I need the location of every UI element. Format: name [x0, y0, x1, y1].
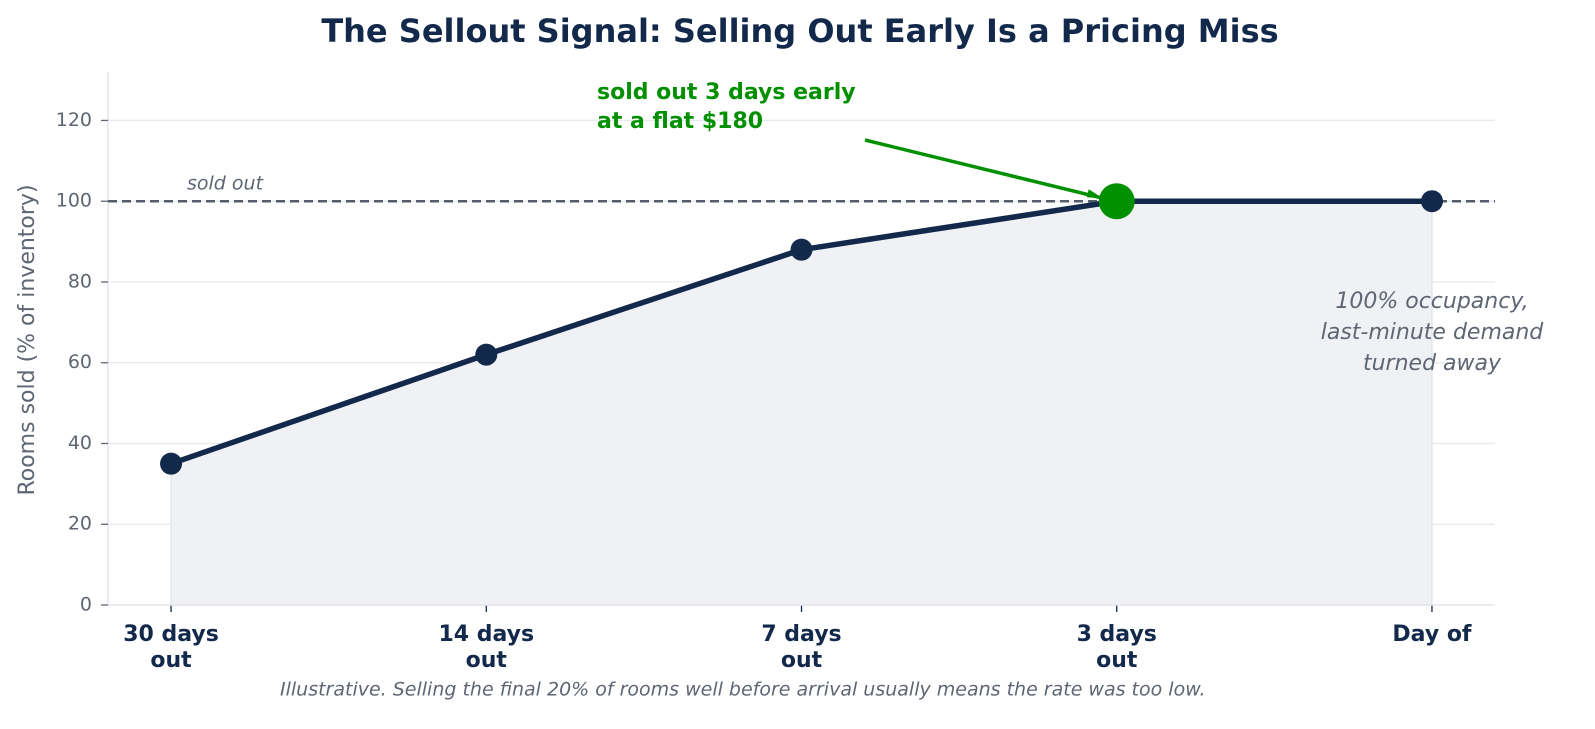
highlight-point	[1098, 183, 1135, 220]
y-tick-label: 60	[68, 351, 92, 373]
point	[790, 238, 813, 261]
y-tick-label: 80	[68, 270, 92, 292]
annotation: 100% occupancy, last-minute demand turned …	[1321, 289, 1545, 376]
point	[1420, 190, 1443, 213]
y-tick-label: 100	[56, 190, 92, 212]
x-tick-label: 7 days out	[761, 622, 841, 673]
annotation: sold out 3 days early at a flat $180	[597, 80, 856, 134]
y-tick-label: 0	[80, 594, 92, 616]
point	[160, 452, 183, 475]
footnote: Illustrative. Selling the final 20% of r…	[280, 679, 1206, 701]
x-tick-label: 3 days out	[1077, 622, 1157, 673]
chart-title: The Sellout Signal: Selling Out Early Is…	[321, 12, 1278, 50]
y-axis-label: Rooms sold (% of inventory)	[15, 184, 40, 495]
arrow-head	[1086, 189, 1103, 199]
x-tick-label: 14 days out	[438, 622, 534, 673]
x-tick-label: Day of	[1392, 622, 1472, 647]
reference-label: sold out	[187, 173, 265, 195]
y-tick-label: 40	[68, 432, 92, 454]
y-tick-label: 20	[68, 513, 92, 535]
point	[475, 343, 498, 366]
y-tick-label: 120	[56, 109, 92, 131]
area	[170, 200, 1433, 606]
x-tick-label: 30 days out	[123, 622, 219, 673]
annotation-arrow	[864, 138, 1104, 200]
